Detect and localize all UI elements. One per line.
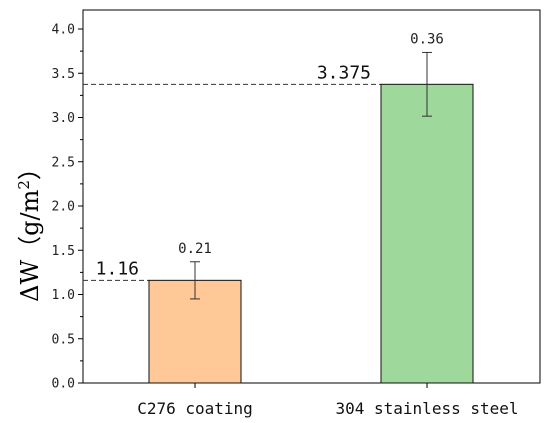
y-axis-title-main: ΔW（g/m <box>16 189 44 301</box>
value-label: 1.16 <box>96 258 139 279</box>
bar <box>380 83 474 384</box>
y-tick-label: 0.5 <box>52 332 75 347</box>
y-tick-label: 0.0 <box>52 377 75 392</box>
svg-text:ΔW（g/m2）: ΔW（g/m2） <box>15 156 44 302</box>
y-axis-title-close: ） <box>16 156 44 180</box>
x-tick-label: C276 coating <box>137 399 253 418</box>
y-tick-label: 2.0 <box>52 200 75 215</box>
error-label: 0.36 <box>410 31 444 47</box>
error-label: 0.21 <box>178 241 212 257</box>
plot-frame <box>82 9 541 384</box>
value-label: 3.375 <box>317 62 371 83</box>
y-tick-label: 1.0 <box>52 288 75 303</box>
y-axis-title: ΔW（g/m2） <box>15 156 44 302</box>
y-tick-label: 3.5 <box>52 67 75 82</box>
y-tick-label: 1.5 <box>52 244 75 259</box>
y-axis-title-superscript: 2 <box>15 180 33 190</box>
y-tick-label: 3.0 <box>52 111 75 126</box>
y-tick-label: 4.0 <box>52 23 75 38</box>
x-tick-label: 304 stainless steel <box>335 399 518 418</box>
y-tick-label: 2.5 <box>52 155 75 170</box>
plot-area: 0.0 0.5 1.0 1.5 2.0 2.5 3.0 3.5 4.0 0.21 1.16 C276 … <box>52 9 541 418</box>
